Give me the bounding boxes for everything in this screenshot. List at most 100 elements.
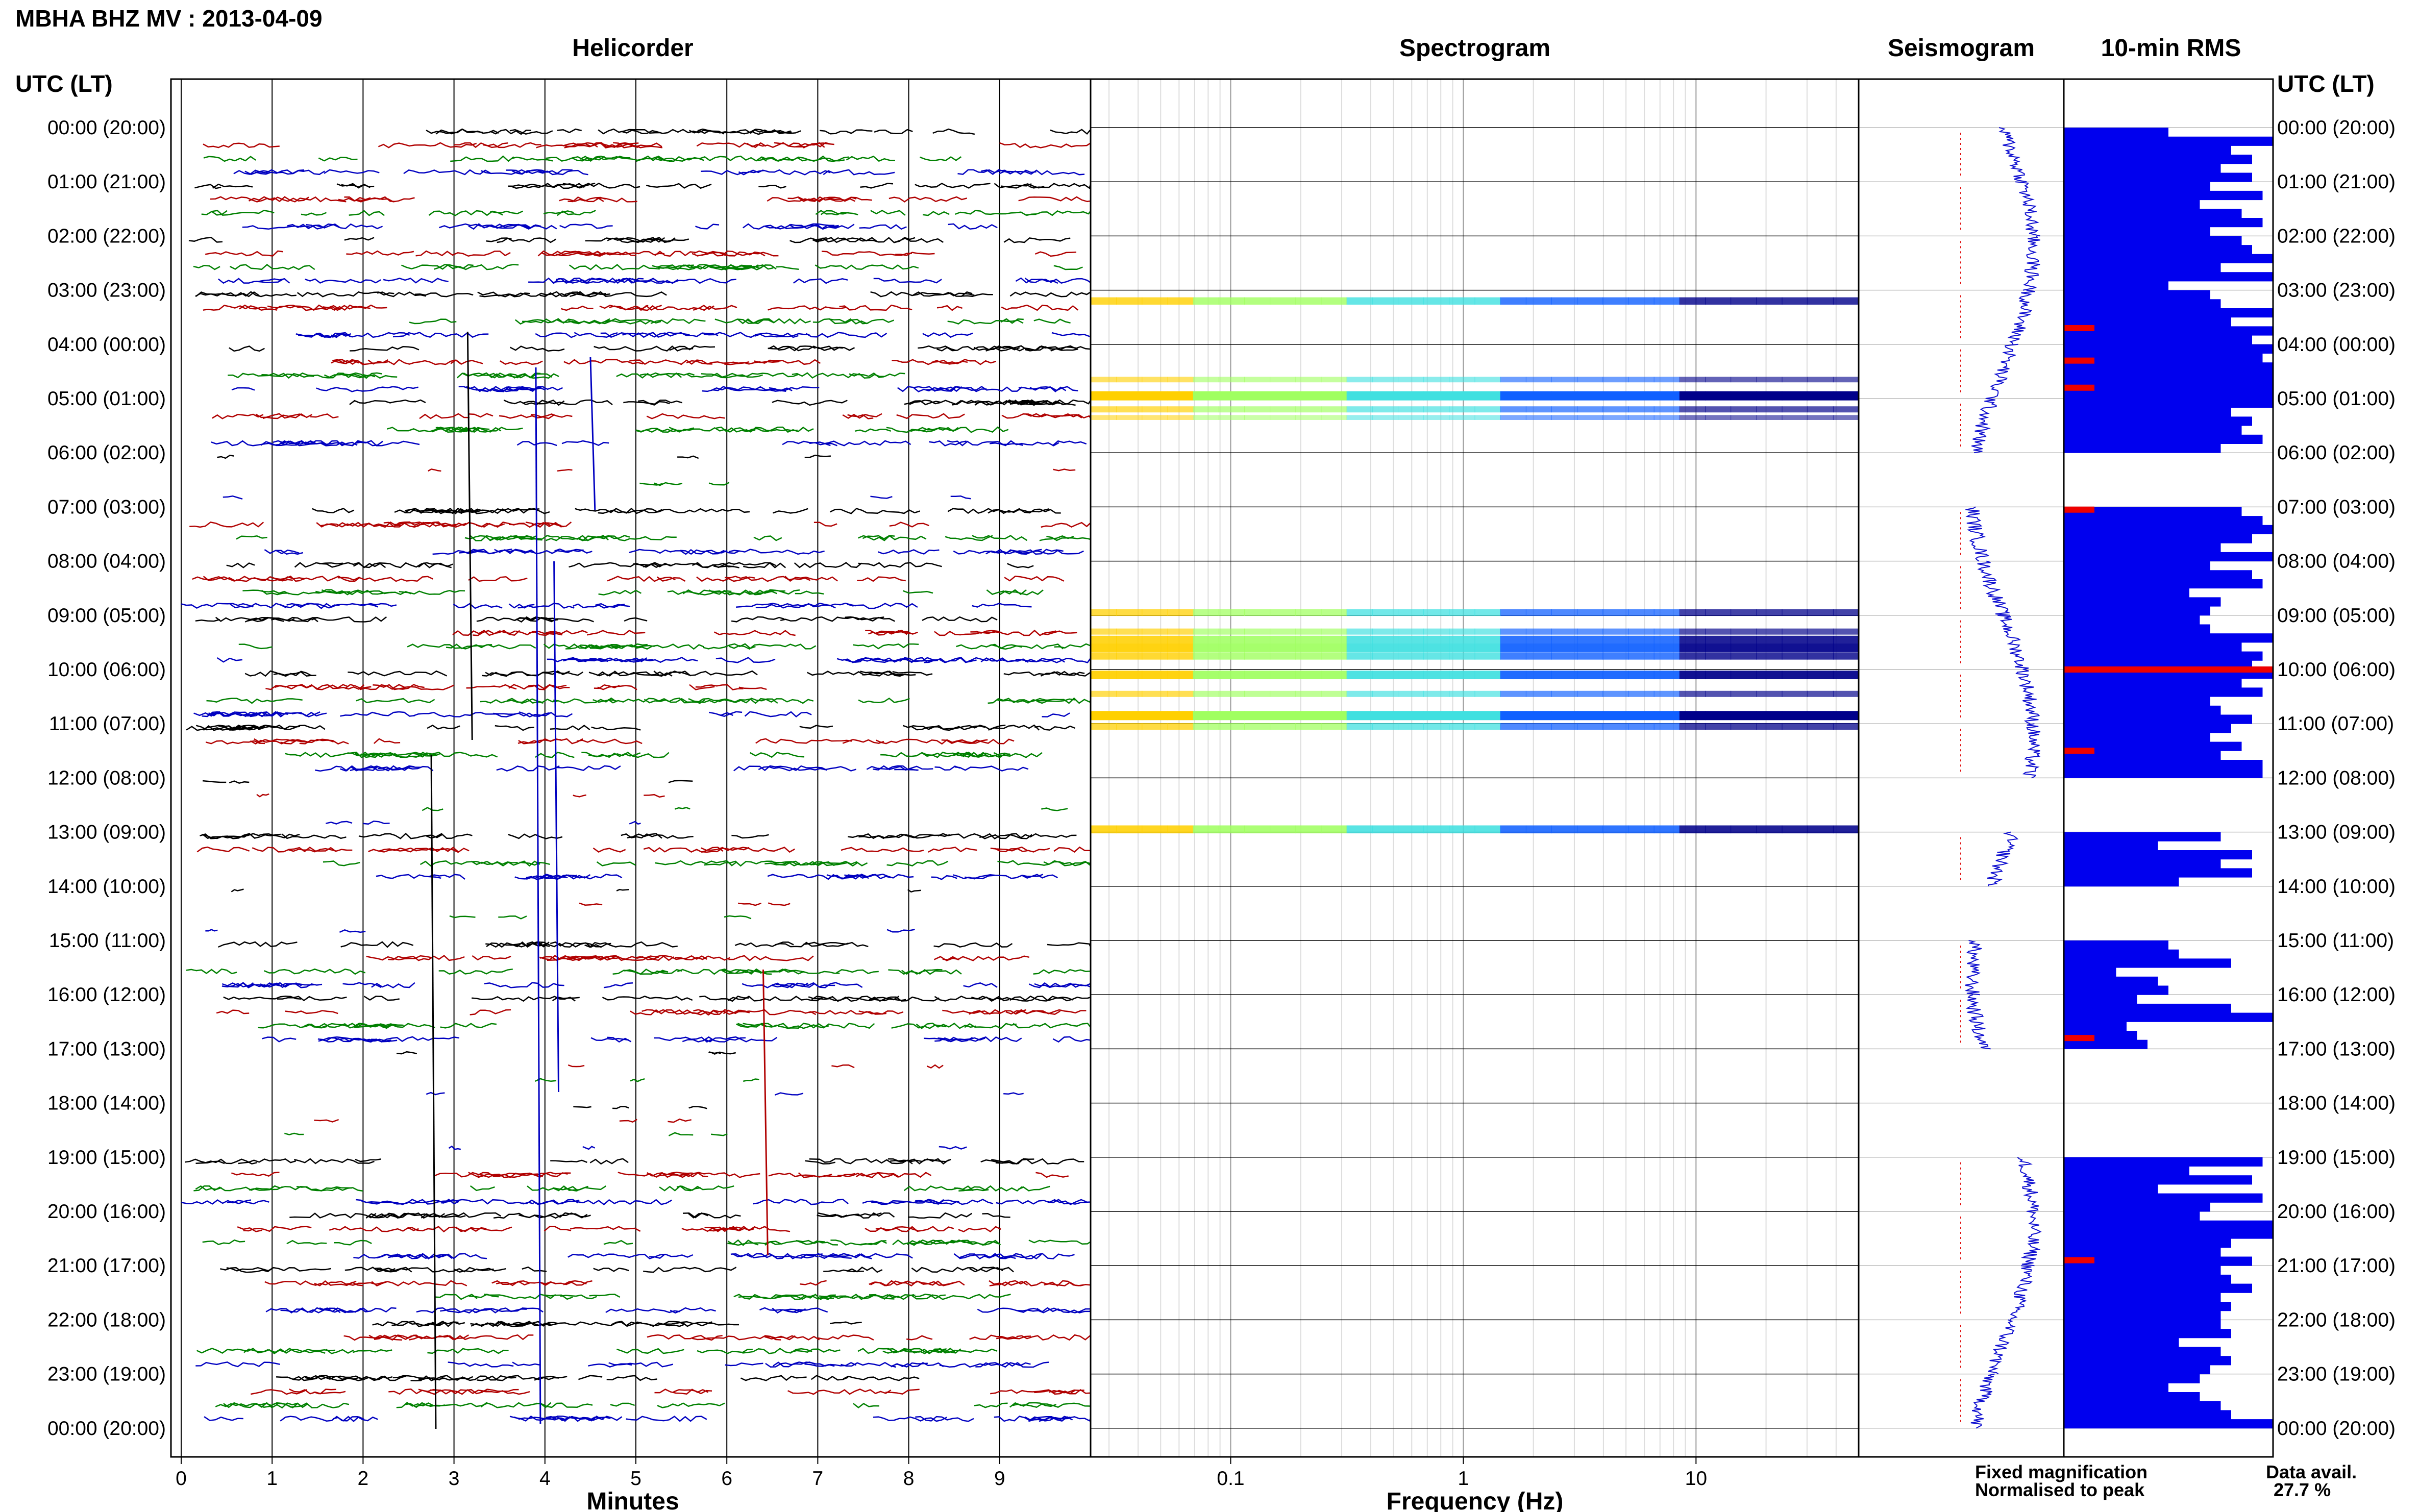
helicorder-trace-segment	[392, 332, 489, 338]
helicorder-trace-segment	[546, 156, 605, 162]
helicorder-trace-segment	[428, 210, 503, 216]
rms-bar	[2064, 1383, 2168, 1393]
rms-bar	[2064, 543, 2221, 553]
spectrogram-event-band	[1091, 297, 1117, 305]
seismogram-panel	[1859, 127, 2064, 1429]
spectrogram-event-band	[1833, 825, 1859, 834]
rms-bar	[2064, 299, 2221, 309]
helicorder-trace-segment	[326, 1349, 354, 1354]
helicorder-trace-segment	[952, 399, 1057, 406]
spectrogram-event-band	[1731, 377, 1757, 383]
rms-bar	[2064, 588, 2189, 598]
helicorder-trace-segment	[990, 847, 1050, 853]
rms-bar	[2064, 1022, 2127, 1031]
helicorder-trace-segment	[485, 941, 548, 948]
helicorder-trace-segment	[769, 386, 820, 392]
helicorder-trace-segment	[711, 386, 786, 392]
spectrogram-event-band	[1142, 297, 1168, 305]
spectrogram-event-band	[1782, 723, 1808, 730]
spectrogram-event-band	[1577, 609, 1603, 616]
spectrogram-event-band	[1628, 391, 1655, 401]
rms-bar	[2064, 697, 2210, 706]
spectrogram-event-band	[1500, 391, 1526, 401]
helicorder-trace-segment	[427, 1348, 509, 1354]
helicorder-trace-segment	[359, 684, 425, 690]
helicorder-trace-segment	[708, 589, 785, 596]
spectrogram-event-band	[1500, 609, 1526, 616]
helicorder-trace-segment	[350, 346, 419, 352]
helicorder-trace-segment	[725, 1362, 763, 1367]
helicorder-trace-segment	[589, 1294, 621, 1298]
helicorder-trace-segment	[922, 616, 998, 623]
helicorder-trace-segment	[419, 522, 466, 528]
spectrogram-event-band	[1449, 723, 1475, 730]
helicorder-trace-segment	[189, 521, 264, 528]
helicorder-trace-segment	[659, 1185, 701, 1192]
spectrogram-event-band	[1833, 690, 1859, 697]
spectrogram-event-band	[1474, 652, 1501, 660]
helicorder-trace-segment	[321, 589, 393, 596]
spectrogram-event-band	[1705, 635, 1732, 644]
spectrogram-event-band	[1782, 690, 1808, 697]
spectrogram-event-band	[1295, 391, 1322, 401]
helicorder-trace-segment	[718, 698, 814, 704]
helicorder-trace-segment	[903, 1185, 974, 1192]
helicorder-trace-segment	[600, 331, 690, 338]
spectrogram-event-band	[1807, 643, 1834, 652]
spectrogram-event-band	[1628, 825, 1655, 834]
spectrogram-event-band	[1142, 391, 1168, 401]
helicorder-trace-segment	[933, 942, 1013, 948]
spectrogram-event-band	[1346, 609, 1373, 616]
helicorder-trace-segment	[629, 549, 728, 555]
helicorder-trace-segment	[476, 616, 558, 622]
helicorder-trace-segment	[958, 1185, 1023, 1192]
helicorder-trace-segment	[767, 874, 869, 880]
rms-bar	[2064, 200, 2200, 209]
helicorder-trace-segment	[406, 1226, 487, 1233]
helicorder-trace-segment	[261, 372, 364, 379]
helicorder-trace-segment	[654, 251, 696, 257]
rms-bar	[2064, 642, 2242, 652]
helicorder-trace-segment	[468, 576, 528, 582]
spectrogram-event-band	[1270, 635, 1296, 644]
helicorder-trace-segment	[819, 1253, 872, 1259]
helicorder-trace-segment	[334, 359, 364, 365]
rms-bar	[2064, 705, 2221, 715]
rms-bar	[2064, 615, 2200, 625]
helicorder-trace-segment	[714, 630, 796, 636]
helicorder-trace-segment	[563, 658, 608, 662]
helicorder-trace-segment	[609, 305, 649, 310]
helicorder-trace-segment	[915, 1294, 946, 1300]
spectrogram-event-band	[1321, 391, 1347, 401]
spectrogram-event-band	[1398, 711, 1424, 721]
spectrogram-event-band	[1167, 609, 1194, 616]
helicorder-trace-segment	[223, 495, 243, 500]
helicorder-trace-segment	[305, 1375, 406, 1381]
spectrogram-event-band	[1270, 711, 1296, 721]
helicorder-trace-segment	[243, 1226, 312, 1232]
spectrogram-event-band	[1807, 671, 1834, 680]
helicorder-trace-segment	[733, 765, 828, 772]
spectrogram-event-band	[1244, 415, 1271, 420]
helicorder-trace-segment	[950, 495, 971, 500]
helicorder-trace-segment	[773, 508, 808, 514]
seismogram-trace	[1971, 398, 1997, 454]
rms-bar	[2064, 1266, 2221, 1275]
helicorder-trace-segment	[820, 210, 849, 215]
helicorder-trace-segment	[368, 848, 458, 853]
helicorder-trace-segment	[434, 1294, 478, 1300]
rms-bar	[2064, 570, 2252, 580]
helicorder-trace-segment	[982, 1213, 1010, 1218]
helicorder-trace-segment	[829, 224, 855, 229]
helicorder-trace-segment	[892, 1239, 974, 1246]
helicorder-trace-segment	[563, 1280, 587, 1285]
spectrogram-event-band	[1321, 825, 1347, 834]
helicorder-trace-segment	[440, 1023, 497, 1029]
spectrogram-event-band	[1577, 671, 1603, 680]
helicorder-trace-segment	[885, 1389, 920, 1395]
rms-bar	[2064, 407, 2231, 417]
helicorder-trace-segment	[289, 1212, 377, 1219]
helicorder-trace-segment	[378, 142, 477, 148]
helicorder-trace-segment	[928, 440, 967, 447]
helicorder-trace-segment	[419, 413, 470, 419]
